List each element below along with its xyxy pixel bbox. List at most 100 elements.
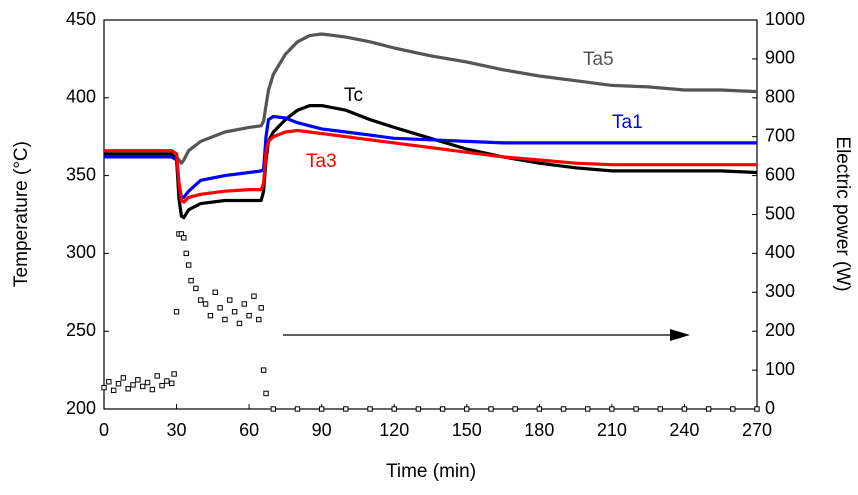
y-tick-label: 200 <box>66 398 96 418</box>
data-point <box>171 371 177 377</box>
data-point <box>730 406 736 412</box>
data-point <box>633 406 639 412</box>
y2-tick-label: 300 <box>765 281 795 301</box>
data-point <box>256 316 262 323</box>
y-tick-label: 250 <box>66 320 96 340</box>
data-point <box>246 312 252 319</box>
data-point <box>367 406 373 412</box>
data-point <box>705 406 712 412</box>
y2-tick-label: 500 <box>765 203 795 223</box>
x-tick-label: 210 <box>597 420 627 440</box>
y-tick-label: 450 <box>66 9 96 29</box>
data-point <box>188 277 194 284</box>
series-line <box>104 128 757 204</box>
x-tick-label: 0 <box>99 420 109 440</box>
annotation-arrow <box>283 329 690 341</box>
data-point <box>343 406 349 412</box>
data-point <box>181 235 187 241</box>
x-tick-label: 120 <box>379 420 409 440</box>
y-axis-title: Temperature (°C) <box>11 141 32 287</box>
data-point <box>439 406 446 412</box>
x-tick-label: 60 <box>239 420 259 440</box>
y2-tick-label: 1000 <box>765 9 805 29</box>
y2-tick-label: 800 <box>765 87 795 107</box>
data-point <box>130 382 136 388</box>
series-label: Tc <box>344 85 363 106</box>
y2-tick-label: 0 <box>765 398 775 418</box>
data-point <box>391 406 397 412</box>
x-tick-label: 90 <box>312 420 332 440</box>
data-point <box>231 309 238 315</box>
x-tick-label: 270 <box>742 420 772 440</box>
data-point <box>241 301 247 307</box>
data-point <box>260 367 267 373</box>
data-point <box>106 379 112 385</box>
data-point <box>488 406 494 412</box>
x-tick-label: 150 <box>452 420 482 440</box>
y2-tick-label: 400 <box>765 242 795 262</box>
data-point <box>135 377 141 383</box>
y2-tick-label: 700 <box>765 125 795 145</box>
y-tick-label: 300 <box>66 242 96 262</box>
x-tick-label: 30 <box>167 420 187 440</box>
series-label: Ta3 <box>306 151 337 172</box>
data-point <box>263 390 269 397</box>
y2-tick-label: 100 <box>765 359 795 379</box>
data-point <box>193 285 199 292</box>
series-label: Ta5 <box>583 49 614 70</box>
data-point <box>144 379 151 386</box>
data-point <box>207 312 214 319</box>
x-tick-label: 240 <box>669 420 699 440</box>
data-point <box>154 373 160 379</box>
data-point <box>227 297 233 303</box>
data-point <box>173 309 180 315</box>
data-point <box>754 406 760 412</box>
data-point <box>159 382 165 389</box>
data-point <box>294 406 301 412</box>
data-point <box>217 305 223 311</box>
data-point <box>183 250 189 257</box>
y2-tick-label: 900 <box>765 48 795 68</box>
data-point <box>464 406 470 412</box>
data-point <box>115 381 122 387</box>
data-point <box>236 320 243 327</box>
data-point <box>185 262 192 268</box>
data-point <box>270 406 276 412</box>
data-point <box>536 406 543 412</box>
series-label: Ta1 <box>612 112 643 133</box>
data-point <box>212 289 218 296</box>
data-point <box>251 293 257 299</box>
y-tick-label: 400 <box>66 87 96 107</box>
data-point <box>149 386 156 393</box>
data-point <box>560 406 567 412</box>
data-point <box>169 380 175 387</box>
data-point <box>609 406 615 412</box>
data-point <box>125 386 131 392</box>
data-point <box>681 406 688 412</box>
data-point <box>512 406 518 412</box>
plot-frame <box>103 19 758 410</box>
series-line <box>104 114 757 199</box>
data-point <box>202 301 209 307</box>
data-point <box>101 384 107 391</box>
data-point <box>222 316 228 323</box>
data-point <box>318 406 325 412</box>
y-tick-label: 350 <box>66 164 96 184</box>
series-line <box>104 104 758 220</box>
data-point <box>258 305 264 311</box>
x-axis-title: Time (min) <box>386 461 476 482</box>
data-point <box>110 387 117 394</box>
data-point <box>415 406 422 412</box>
y2-tick-label: 200 <box>765 320 795 340</box>
data-point <box>139 383 146 390</box>
data-point <box>164 378 170 384</box>
data-point <box>198 297 204 303</box>
series-line <box>104 32 758 165</box>
x-tick-label: 180 <box>524 420 554 440</box>
data-point <box>657 406 663 412</box>
y2-axis-title: Electric power (W) <box>832 136 853 291</box>
y2-tick-label: 600 <box>765 164 795 184</box>
data-point <box>585 406 591 412</box>
data-point <box>120 375 127 381</box>
